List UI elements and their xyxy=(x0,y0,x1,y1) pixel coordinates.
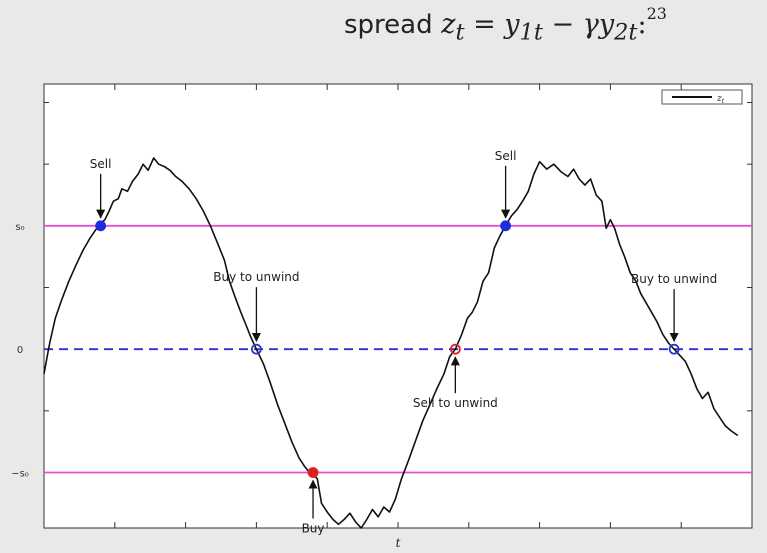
signal-markers xyxy=(95,220,680,478)
title-y2: y xyxy=(598,9,615,40)
signal-marker-4 xyxy=(500,220,512,232)
legend: zt xyxy=(661,89,743,105)
title-y1-subscript: 1t xyxy=(519,19,543,46)
signal-marker-0 xyxy=(95,220,107,232)
annotation-label-4: Sell xyxy=(495,149,517,163)
title-colon: : xyxy=(637,9,647,40)
annotation-label-5: Buy to unwind xyxy=(631,272,717,286)
signal-marker-3 xyxy=(449,343,461,355)
title-minus: − xyxy=(542,9,583,40)
title-y2-subscript: 2t xyxy=(614,19,638,46)
title-prefix: spread xyxy=(344,10,433,40)
plot-frame xyxy=(43,83,753,529)
y-tick-label-2: −s₀ xyxy=(11,469,29,480)
signal-marker-5 xyxy=(668,343,680,355)
title-footnote: 23 xyxy=(646,4,667,23)
reference-lines xyxy=(44,224,752,474)
title-z-subscript: t xyxy=(455,19,465,46)
y-tick-label-0: s₀ xyxy=(15,222,24,233)
y-axis-ticks: s₀ 0 −s₀ xyxy=(11,102,752,480)
title-y: y xyxy=(504,9,520,40)
annotation-label-3: Sell to unwind xyxy=(413,396,498,410)
annotation-label-1: Buy to unwind xyxy=(213,270,299,284)
annotation-label-2: Buy xyxy=(302,522,325,536)
signal-marker-2 xyxy=(307,467,319,478)
signal-marker-1 xyxy=(250,343,262,355)
title-gamma: γ xyxy=(582,9,599,40)
title-z: z xyxy=(441,9,456,40)
legend-entry-z: zt xyxy=(716,94,725,105)
y-tick-label-1: 0 xyxy=(17,345,23,356)
signal-annotations: Sell Buy to unwind Buy Sell to unwind Sell Bu… xyxy=(90,149,717,536)
annotation-label-0: Sell xyxy=(90,157,112,171)
x-axis-ticks xyxy=(114,84,682,528)
title-equals: = xyxy=(464,9,505,40)
x-axis-label: t xyxy=(396,536,401,550)
slide-title: spread zt = y1t − γy2t:23 xyxy=(344,4,667,46)
series-line-z xyxy=(43,157,739,529)
